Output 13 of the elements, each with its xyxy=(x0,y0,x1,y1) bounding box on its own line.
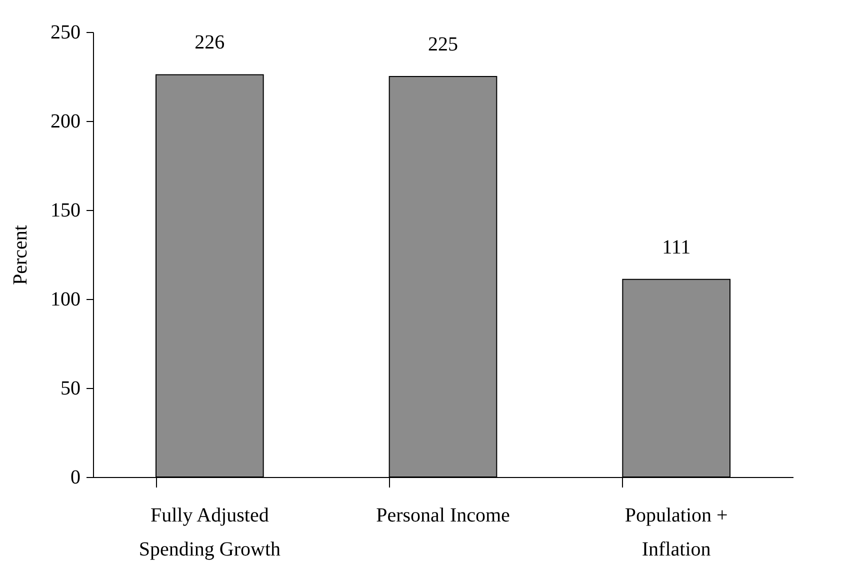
data-label: 225 xyxy=(428,34,458,56)
y-tick-label: 250 xyxy=(50,22,80,44)
y-tick-label: 0 xyxy=(70,466,80,488)
y-tick-label: 150 xyxy=(50,200,80,222)
x-tick-label: Fully Adjusted Spending Growth xyxy=(138,504,281,560)
y-tick-label: 50 xyxy=(60,378,80,400)
x-tick-label: Personal Income xyxy=(376,504,510,526)
y-tick-label: 100 xyxy=(50,288,80,310)
x-tick-label: Population + Inflation xyxy=(624,504,728,560)
data-label: 111 xyxy=(662,236,691,258)
y-axis-title: Percent xyxy=(10,224,32,285)
y-tick-label: 200 xyxy=(50,110,80,132)
data-label: 226 xyxy=(194,32,225,54)
